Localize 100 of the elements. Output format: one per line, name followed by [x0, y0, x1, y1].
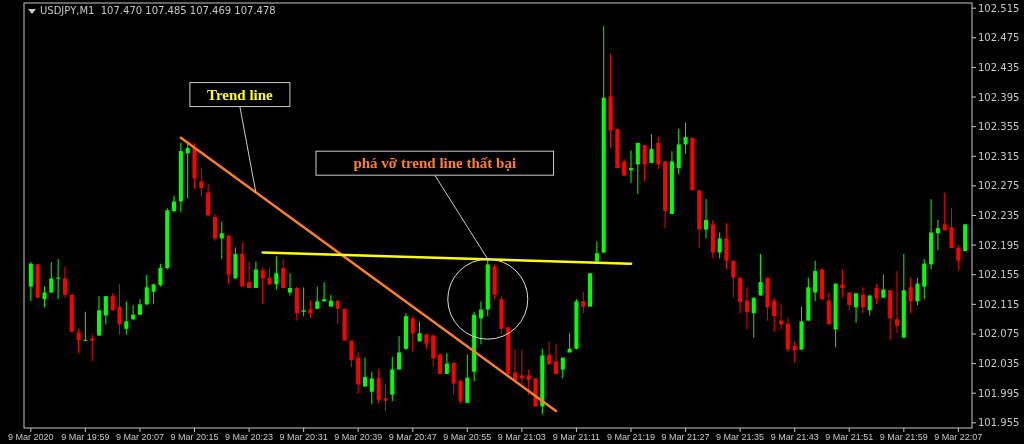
- candlestick: [908, 277, 913, 314]
- candlestick: [881, 274, 886, 299]
- y-tick-label: 102.195: [978, 239, 1020, 251]
- candlestick: [731, 260, 736, 299]
- x-tick-label: 9 Mar 21:51: [825, 432, 874, 442]
- candlestick: [956, 244, 961, 271]
- annotation: Trend line: [207, 86, 274, 103]
- candlestick: [431, 334, 436, 368]
- candlestick: [144, 274, 149, 306]
- candlestick: [854, 292, 859, 324]
- candlestick: [676, 128, 681, 175]
- candlestick: [451, 362, 456, 396]
- chart-title: USDJPY,M1 107.470 107.485 107.469 107.478: [40, 5, 276, 16]
- y-tick-label: 102.315: [978, 150, 1020, 162]
- candlestick: [840, 269, 845, 299]
- candlestick: [444, 352, 449, 375]
- candlestick: [76, 328, 81, 354]
- candlestick: [90, 334, 95, 362]
- x-tick-label: 9 Mar 21:03: [497, 432, 546, 442]
- candlestick: [724, 222, 729, 271]
- candlestick: [301, 286, 306, 317]
- candlestick: [826, 292, 831, 325]
- candlestick: [28, 261, 33, 302]
- y-tick-label: 102.235: [978, 210, 1020, 221]
- candlestick: [437, 352, 443, 375]
- x-tick-label: 9 Mar 20:47: [388, 432, 437, 442]
- x-tick-label: 9 Mar 21:43: [770, 432, 819, 442]
- candlestick: [315, 286, 320, 310]
- candlestick: [553, 343, 559, 376]
- y-tick-label: 102.435: [978, 61, 1020, 73]
- candlestick: [635, 142, 640, 195]
- candlestick: [744, 286, 749, 331]
- candlestick: [274, 255, 279, 291]
- candlestick: [206, 183, 211, 216]
- candlestick: [328, 294, 333, 308]
- y-tick-label: 102.275: [978, 180, 1020, 192]
- candlestick: [260, 267, 265, 305]
- candlestick: [185, 142, 190, 199]
- candlestick: [649, 133, 654, 164]
- y-tick-label: 102.355: [978, 121, 1020, 133]
- candlestick: [683, 122, 688, 155]
- candlestick: [656, 135, 661, 170]
- x-tick-label: 9 Mar 20:39: [334, 432, 383, 442]
- candlestick: [219, 220, 224, 260]
- candlestick: [513, 349, 518, 382]
- candlestick: [894, 270, 900, 334]
- candlestick: [199, 167, 204, 197]
- candlestick: [349, 340, 354, 368]
- candlestick: [56, 258, 61, 300]
- x-tick-label: 9 Mar 20:15: [170, 432, 219, 442]
- y-tick-label: 102.395: [978, 91, 1020, 103]
- candlestick: [874, 283, 879, 305]
- x-tick-label: 9 Mar 22:07: [934, 432, 983, 442]
- candlestick: [369, 371, 374, 405]
- candlestick: [526, 369, 531, 396]
- candlestick: [212, 213, 218, 242]
- y-tick-label: 102.155: [978, 269, 1020, 281]
- candlestick: [62, 266, 67, 299]
- candlestick: [42, 286, 47, 308]
- y-tick-label: 102.075: [978, 328, 1020, 340]
- candlestick: [813, 260, 818, 302]
- x-tick-label: 9 Mar 20:23: [225, 432, 274, 442]
- candlestick: [158, 263, 163, 288]
- candlestick: [703, 198, 709, 239]
- x-tick-label: 9 Mar 2020: [8, 432, 54, 442]
- y-tick-label: 102.475: [978, 32, 1020, 44]
- candlestick: [362, 357, 368, 388]
- candlestick: [519, 349, 524, 385]
- candlestick: [117, 283, 122, 336]
- candlestick: [287, 272, 293, 296]
- candlestick: [642, 144, 647, 182]
- candlestick: [49, 261, 54, 294]
- x-tick-label: 9 Mar 19:59: [61, 432, 110, 442]
- y-tick-label: 101.955: [978, 417, 1020, 429]
- candlestick: [942, 192, 947, 231]
- x-tick-label: 9 Mar 20:55: [443, 432, 492, 442]
- candlestick: [247, 260, 252, 289]
- candlestick: [922, 258, 927, 300]
- y-tick-label: 102.115: [978, 298, 1020, 310]
- x-tick-label: 9 Mar 21:19: [606, 432, 656, 442]
- candlestick: [860, 286, 865, 314]
- candlestick: [103, 295, 108, 325]
- x-tick-label: 9 Mar 20:07: [115, 432, 164, 442]
- candlestick: [581, 291, 586, 314]
- candlestick: [751, 297, 756, 339]
- candlestick: [124, 300, 129, 336]
- x-tick-label: 9 Mar 20:31: [279, 432, 328, 442]
- candlestick: [397, 335, 402, 371]
- candlestick: [281, 258, 286, 289]
- y-tick-label: 101.995: [978, 387, 1020, 399]
- candlestick: [915, 277, 920, 306]
- candlestick: [410, 315, 415, 353]
- candlestick: [376, 368, 381, 405]
- x-tick-label: 9 Mar 21:11: [552, 432, 601, 442]
- candlestick: [949, 207, 954, 249]
- x-tick-label: 9 Mar 21:35: [716, 432, 765, 442]
- y-tick-label: 102.515: [978, 2, 1020, 14]
- y-tick-label: 102.035: [978, 358, 1020, 370]
- candlestick: [717, 232, 722, 259]
- x-tick-label: 9 Mar 21:59: [879, 432, 928, 442]
